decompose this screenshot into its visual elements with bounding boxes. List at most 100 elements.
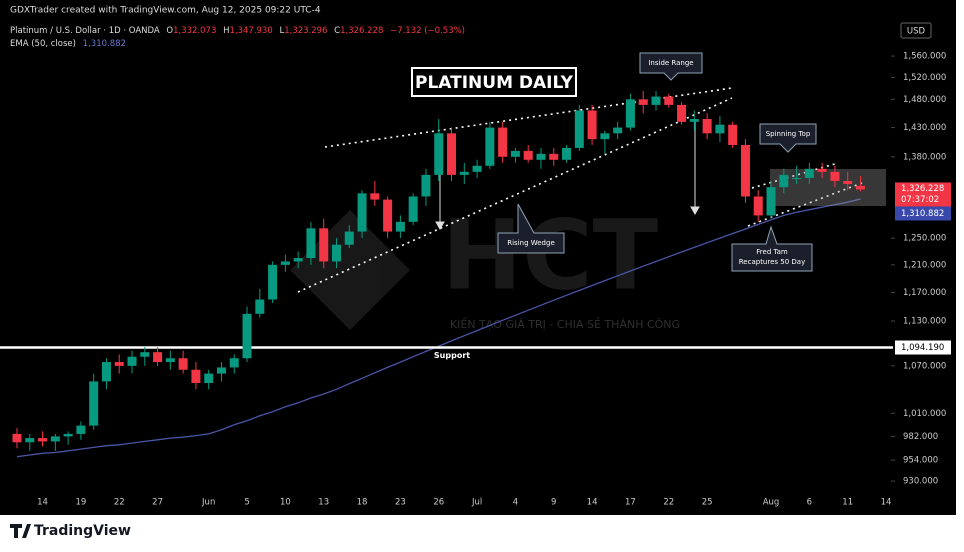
y-tick-label: 954.000 (903, 456, 938, 466)
candle-body (306, 228, 316, 259)
y-tick-label: 1,480.000 (903, 95, 946, 105)
candle-body (63, 433, 73, 437)
y-tick-label: 1,430.000 (903, 123, 946, 133)
candle-body (510, 150, 520, 157)
candle-body (843, 180, 853, 185)
candle-body (855, 185, 865, 190)
callout (731, 225, 813, 272)
candle-body (319, 228, 329, 262)
candle-body (625, 99, 635, 128)
watermark-slogan: KIẾN TẠO GIÁ TRỊ - CHIA SẺ THÀNH CÔNG (450, 317, 680, 331)
x-tick-label: 25 (702, 498, 713, 508)
x-tick-label: 4 (513, 498, 518, 508)
candle-body (459, 171, 469, 175)
x-tick-label: 14 (881, 498, 892, 508)
wedge-upper (324, 87, 733, 148)
candle-body (792, 177, 802, 179)
annotation: Recaptures 50 Day (739, 258, 805, 266)
candle-body (89, 381, 99, 426)
candle-body (395, 221, 405, 232)
callout (639, 52, 703, 81)
currency-box (900, 22, 932, 39)
candle-body (229, 358, 239, 368)
ema-label-box (895, 206, 951, 221)
support-label-box (895, 340, 951, 355)
ohlc-key: H (223, 26, 229, 36)
candle-body (127, 356, 137, 366)
y-tick-label: 1,210.000 (903, 260, 946, 270)
wedge-lower (297, 97, 733, 293)
candle-body (702, 118, 712, 134)
legend-symbol: Platinum / U.S. Dollar · 1D · OANDA O1,3… (10, 26, 465, 36)
callout (759, 123, 817, 153)
candle-body (255, 299, 265, 314)
candle-body (613, 127, 623, 134)
x-tick-label: 22 (114, 498, 125, 508)
annotation: Rising Wedge (507, 239, 555, 247)
annotation: Spinning Top (766, 130, 811, 138)
candle-body (804, 168, 814, 178)
candle-body (753, 196, 763, 216)
chart-title: PLATINUM DAILY (415, 73, 574, 93)
candle-body (216, 367, 226, 374)
candle-body (38, 438, 48, 442)
legend-value: 1,310.882 (83, 39, 126, 49)
candle-body (830, 171, 840, 181)
candle-body (549, 153, 559, 160)
annotation: Fred Tam (756, 248, 788, 256)
candle-body (536, 153, 546, 160)
candle-body (25, 438, 35, 443)
x-tick-label: Aug (763, 498, 780, 508)
currency: USD (907, 27, 926, 37)
candle-body (587, 110, 597, 140)
ema-line (16, 198, 861, 458)
ohlc-value: 1,332.073 (173, 26, 216, 36)
candle-body (485, 127, 495, 166)
y-tick-label: 1,170.000 (903, 288, 946, 298)
y-tick-label: 1,520.000 (903, 73, 946, 83)
legend-entry: EMA (50, close) (10, 39, 76, 49)
candle-body (421, 174, 431, 197)
x-tick-label: 19 (75, 498, 86, 508)
x-tick-label: 14 (587, 498, 598, 508)
support-label: 1,094.190 (901, 343, 944, 353)
annotation: Inside Range (648, 59, 693, 67)
candle-body (434, 133, 444, 175)
callout-shapes (497, 52, 817, 272)
x-tick-label: 5 (244, 498, 249, 508)
candle-body (779, 174, 789, 188)
candle-body (165, 358, 175, 363)
candle-body (293, 258, 303, 262)
candle-body (12, 433, 22, 443)
change: −7.132 (−0.53%) (390, 26, 465, 36)
candle-body (268, 264, 278, 300)
candle-body (817, 168, 827, 172)
candle-body (651, 96, 661, 105)
x-tick-label: 9 (551, 498, 556, 508)
candle-body (638, 99, 648, 105)
range-lower (747, 182, 863, 227)
x-tick-label: Jun (201, 498, 215, 508)
y-tick-label: 982.000 (903, 432, 938, 442)
candle-body (600, 133, 610, 140)
candle-body (76, 425, 86, 434)
x-tick-label: 27 (152, 498, 163, 508)
watermark-logo: HCT (442, 199, 658, 311)
candle-body (332, 244, 341, 262)
candle-body (191, 369, 201, 383)
arrow-head (435, 221, 445, 231)
ohlc-key: O (166, 26, 173, 36)
x-tick-label: 22 (663, 498, 674, 508)
candle-body (447, 133, 457, 175)
countdown: 07:37:02 (901, 195, 939, 205)
y-tick-label: 1,250.000 (903, 234, 946, 244)
candle-body (715, 124, 725, 134)
candle-body (498, 127, 508, 157)
candle-body (766, 187, 776, 216)
candle-body (740, 144, 750, 197)
arrow-head (690, 206, 700, 216)
price-label: 1,326.228 (901, 184, 944, 194)
x-tick-label: 10 (280, 498, 291, 508)
